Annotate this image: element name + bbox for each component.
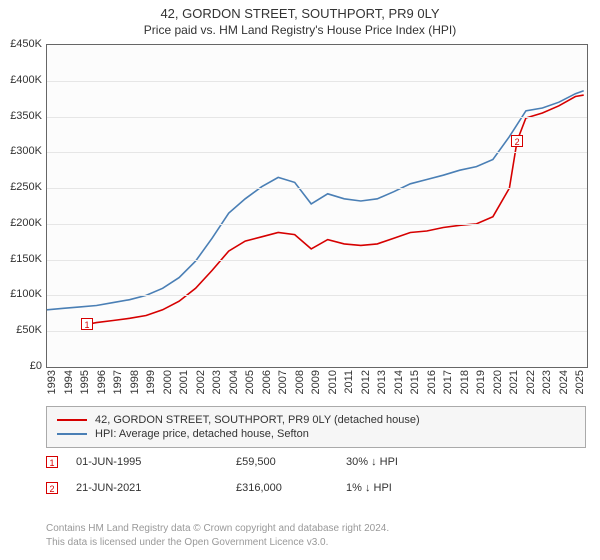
y-axis-label: £200K	[2, 217, 42, 229]
x-axis-label: 2002	[195, 370, 207, 400]
sale-record-row: 1 01-JUN-1995£59,50030% ↓ HPI	[46, 456, 586, 468]
x-axis-label: 2008	[294, 370, 306, 400]
y-axis-label: £250K	[2, 181, 42, 193]
sale-record-row: 2 21-JUN-2021£316,0001% ↓ HPI	[46, 482, 586, 494]
x-axis-label: 2013	[376, 370, 388, 400]
x-axis-label: 2010	[327, 370, 339, 400]
x-axis-label: 1997	[112, 370, 124, 400]
y-axis-label: £350K	[2, 110, 42, 122]
legend: 42, GORDON STREET, SOUTHPORT, PR9 0LY (d…	[46, 406, 586, 448]
x-axis-label: 2005	[244, 370, 256, 400]
chart-sale-marker: 2	[511, 135, 523, 147]
y-axis-label: £450K	[2, 38, 42, 50]
x-axis-label: 2015	[409, 370, 421, 400]
x-axis-label: 2021	[508, 370, 520, 400]
x-axis-label: 2009	[310, 370, 322, 400]
y-axis-label: £150K	[2, 253, 42, 265]
sale-marker-icon: 1	[46, 456, 58, 468]
chart-sale-marker: 1	[81, 318, 93, 330]
chart-subtitle: Price paid vs. HM Land Registry's House …	[0, 21, 600, 41]
x-axis-label: 2003	[211, 370, 223, 400]
chart-series-line	[87, 95, 584, 324]
x-axis-label: 2022	[525, 370, 537, 400]
y-axis-label: £0	[2, 360, 42, 372]
x-axis-label: 2011	[343, 370, 355, 400]
x-axis-label: 2024	[558, 370, 570, 400]
x-axis-label: 2018	[459, 370, 471, 400]
legend-item: HPI: Average price, detached house, Seft…	[57, 427, 575, 441]
x-axis-label: 2012	[360, 370, 372, 400]
sale-price: £59,500	[236, 456, 346, 468]
y-axis-label: £100K	[2, 288, 42, 300]
sale-date: 01-JUN-1995	[76, 456, 236, 468]
y-axis-label: £400K	[2, 74, 42, 86]
x-axis-label: 2019	[475, 370, 487, 400]
x-axis-label: 2016	[426, 370, 438, 400]
x-axis-label: 2025	[574, 370, 586, 400]
y-axis-label: £50K	[2, 324, 42, 336]
x-axis-label: 2007	[277, 370, 289, 400]
legend-label: 42, GORDON STREET, SOUTHPORT, PR9 0LY (d…	[95, 414, 420, 426]
x-axis-label: 2020	[492, 370, 504, 400]
sale-marker-icon: 2	[46, 482, 58, 494]
x-axis-label: 1995	[79, 370, 91, 400]
sale-hpi-diff: 30% ↓ HPI	[346, 456, 446, 468]
x-axis-label: 2017	[442, 370, 454, 400]
x-axis-label: 1998	[129, 370, 141, 400]
legend-swatch	[57, 433, 87, 435]
x-axis-label: 2004	[228, 370, 240, 400]
x-axis-label: 2001	[178, 370, 190, 400]
footer-copyright: Contains HM Land Registry data © Crown c…	[46, 522, 586, 535]
x-axis-label: 1996	[96, 370, 108, 400]
x-axis-label: 2000	[162, 370, 174, 400]
x-axis-label: 2014	[393, 370, 405, 400]
legend-item: 42, GORDON STREET, SOUTHPORT, PR9 0LY (d…	[57, 413, 575, 427]
legend-swatch	[57, 419, 87, 421]
sale-price: £316,000	[236, 482, 346, 494]
footer-license: This data is licensed under the Open Gov…	[46, 536, 586, 549]
sale-hpi-diff: 1% ↓ HPI	[346, 482, 446, 494]
x-axis-label: 1994	[63, 370, 75, 400]
sale-date: 21-JUN-2021	[76, 482, 236, 494]
x-axis-label: 2006	[261, 370, 273, 400]
legend-label: HPI: Average price, detached house, Seft…	[95, 428, 309, 440]
x-axis-label: 1999	[145, 370, 157, 400]
x-axis-label: 2023	[541, 370, 553, 400]
y-axis-label: £300K	[2, 145, 42, 157]
chart-plot-area: 12	[46, 44, 588, 368]
chart-title: 42, GORDON STREET, SOUTHPORT, PR9 0LY	[0, 0, 600, 21]
x-axis-label: 1993	[46, 370, 58, 400]
